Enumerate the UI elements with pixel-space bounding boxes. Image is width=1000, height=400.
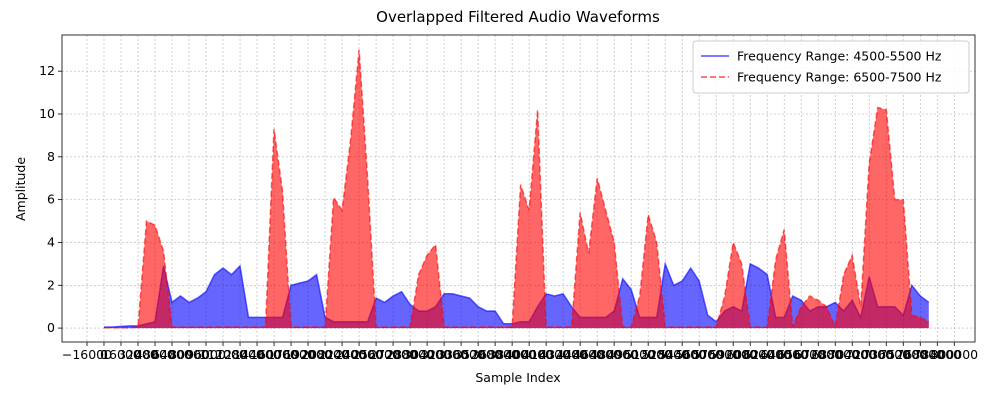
- x-tick-label: 784000: [913, 347, 961, 362]
- x-tick-label: 336000: [437, 347, 485, 362]
- legend-label: Frequency Range: 4500-5500 Hz: [737, 49, 942, 64]
- chart-title: Overlapped Filtered Audio Waveforms: [376, 8, 660, 26]
- x-tick-label: 192000: [284, 347, 332, 362]
- x-tick-label: 608000: [726, 347, 774, 362]
- x-tick-label: 112000: [199, 347, 247, 362]
- x-tick-label: 624000: [743, 347, 791, 362]
- x-tick-label: 432000: [539, 347, 587, 362]
- x-tick-label: 528000: [641, 347, 689, 362]
- x-tick-label: 672000: [794, 347, 842, 362]
- x-tick-label: 720000: [845, 347, 893, 362]
- x-tick-label: −16000: [62, 347, 112, 362]
- x-tick-label: 128000: [216, 347, 264, 362]
- x-tick-label: 16000: [101, 347, 141, 362]
- waveform-area: [103, 49, 929, 329]
- x-tick-label: 464000: [573, 347, 621, 362]
- x-tick-label: 656000: [777, 347, 825, 362]
- x-tick-label: 224000: [318, 347, 366, 362]
- x-tick-label: 0: [100, 347, 108, 362]
- x-tick-label: 80000: [169, 347, 209, 362]
- x-tick-label: 176000: [267, 347, 315, 362]
- x-tick-label: 704000: [828, 347, 876, 362]
- x-tick-label: 32000: [118, 347, 158, 362]
- y-tick-label: 0: [47, 320, 55, 335]
- x-tick-label: 736000: [862, 347, 910, 362]
- y-tick-label: 6: [47, 192, 55, 207]
- legend-box: [692, 40, 970, 94]
- x-tick-label: 64000: [152, 347, 192, 362]
- x-tick-label: 544000: [658, 347, 706, 362]
- y-tick-label: 4: [47, 234, 55, 249]
- y-tick-label: 10: [39, 106, 55, 121]
- x-tick-label: 400000: [505, 347, 553, 362]
- x-tick-label: 592000: [709, 347, 757, 362]
- x-tick-label: 752000: [879, 347, 927, 362]
- x-tick-label: 640000: [760, 347, 808, 362]
- x-tick-label: 416000: [522, 347, 570, 362]
- x-tick-label: 144000: [233, 347, 281, 362]
- x-axis-label: Sample Index: [475, 370, 560, 385]
- x-tick-label: 352000: [454, 347, 502, 362]
- x-tick-label: 240000: [335, 347, 383, 362]
- x-tick-label: 512000: [624, 347, 672, 362]
- x-tick-label: 48000: [135, 347, 175, 362]
- y-tick-label: 2: [47, 277, 55, 292]
- x-tick-label: 384000: [488, 347, 536, 362]
- plot-frame: [61, 34, 976, 343]
- legend-label: Frequency Range: 6500-7500 Hz: [737, 70, 942, 85]
- x-tick-label: 496000: [607, 347, 655, 362]
- x-tick-label: 368000: [471, 347, 519, 362]
- x-tick-label: 576000: [692, 347, 740, 362]
- x-tick-label: 288000: [386, 347, 434, 362]
- x-tick-label: 688000: [811, 347, 859, 362]
- x-tick-label: 560000: [675, 347, 723, 362]
- y-tick-label: 12: [39, 63, 55, 78]
- x-tick-label: 304000: [403, 347, 451, 362]
- x-tick-label: 96000: [186, 347, 226, 362]
- y-axis-label: Amplitude: [13, 157, 28, 221]
- x-tick-label: 448000: [556, 347, 604, 362]
- x-tick-label: 320000: [420, 347, 468, 362]
- x-tick-label: 160000: [250, 347, 298, 362]
- x-tick-label: 256000: [352, 347, 400, 362]
- waveform-line: [104, 49, 930, 330]
- x-tick-label: 272000: [369, 347, 417, 362]
- x-tick-label: 208000: [301, 347, 349, 362]
- y-tick-label: 8: [47, 149, 55, 164]
- x-tick-label: 480000: [590, 347, 638, 362]
- x-tick-label: 800000: [930, 347, 978, 362]
- x-tick-label: 768000: [896, 347, 944, 362]
